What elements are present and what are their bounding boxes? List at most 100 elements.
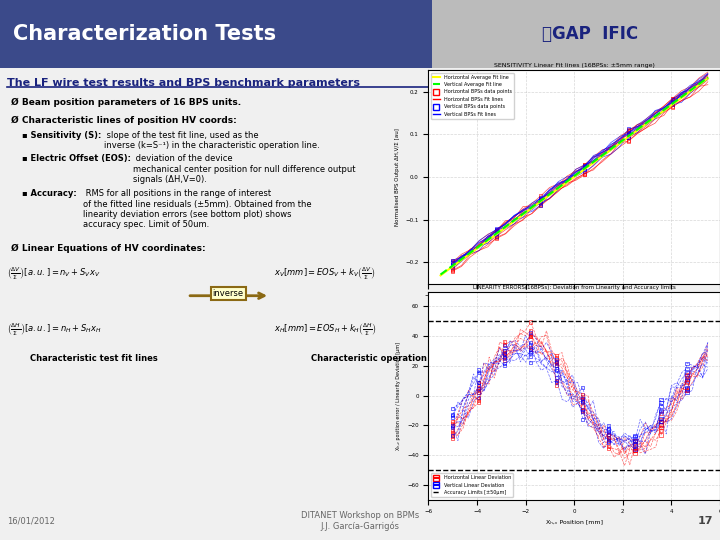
Point xyxy=(629,449,641,457)
Point xyxy=(525,338,536,347)
Point xyxy=(603,436,615,445)
Point xyxy=(667,99,678,108)
Point xyxy=(447,421,459,430)
Point xyxy=(551,377,562,386)
Point xyxy=(629,442,641,450)
Point xyxy=(525,326,536,334)
Point xyxy=(579,163,590,171)
Point xyxy=(473,393,485,401)
Point xyxy=(447,417,459,426)
Point xyxy=(655,414,667,423)
Point xyxy=(535,201,546,210)
Point xyxy=(577,395,589,404)
Point xyxy=(667,97,678,105)
Point xyxy=(579,163,590,171)
Point xyxy=(577,397,589,406)
Point xyxy=(491,226,503,235)
Point xyxy=(579,165,590,173)
Text: Characteristic test fit lines: Characteristic test fit lines xyxy=(30,354,158,363)
Point xyxy=(603,421,615,430)
Point xyxy=(629,437,641,445)
Point xyxy=(499,340,510,349)
Point xyxy=(681,389,693,397)
Point xyxy=(447,264,459,272)
Y-axis label: Normalised BPS Output ΔH,V/Σ [au]: Normalised BPS Output ΔH,V/Σ [au] xyxy=(395,128,400,226)
Text: RMS for all positions in the range of interest
of the fitted line residuals (±5m: RMS for all positions in the range of in… xyxy=(83,189,312,230)
Point xyxy=(473,388,485,396)
Point xyxy=(473,381,485,389)
Point xyxy=(447,419,459,428)
Point xyxy=(579,170,590,179)
Point xyxy=(603,435,615,444)
Point xyxy=(551,353,562,361)
Point xyxy=(447,431,459,440)
Point xyxy=(447,267,459,275)
Point xyxy=(499,338,510,346)
Point xyxy=(535,192,546,200)
Point xyxy=(491,227,503,235)
Point xyxy=(499,359,510,368)
Point xyxy=(603,426,615,434)
Point xyxy=(603,434,615,442)
Point xyxy=(535,198,546,206)
Point xyxy=(577,395,589,403)
Point xyxy=(655,417,667,426)
Point xyxy=(473,366,485,374)
Point xyxy=(535,197,546,205)
Text: deviation of the device
mechanical center position for null difference output
si: deviation of the device mechanical cente… xyxy=(133,154,356,184)
Point xyxy=(603,442,615,450)
Point xyxy=(525,343,536,352)
Point xyxy=(499,350,510,359)
Point xyxy=(499,361,510,370)
Point xyxy=(629,436,641,445)
Point xyxy=(681,378,693,387)
Point xyxy=(577,394,589,403)
Point xyxy=(655,395,667,403)
Point xyxy=(447,428,459,437)
Point xyxy=(681,370,693,379)
Title: SENSITIVITY Linear Fit lines (16BPSs: ±5mm range): SENSITIVITY Linear Fit lines (16BPSs: ±5… xyxy=(494,63,654,69)
Point xyxy=(629,446,641,455)
Point xyxy=(681,376,693,384)
Point xyxy=(603,430,615,439)
Point xyxy=(551,358,562,367)
Point xyxy=(667,94,678,103)
Point xyxy=(579,164,590,172)
Point xyxy=(525,330,536,339)
Point xyxy=(579,169,590,178)
Point xyxy=(447,427,459,435)
Point xyxy=(623,130,634,139)
Point xyxy=(579,163,590,172)
Point xyxy=(629,439,641,448)
Point xyxy=(629,444,641,453)
Point xyxy=(447,258,459,266)
Point xyxy=(525,331,536,340)
Text: Characteristic operation lines: Characteristic operation lines xyxy=(311,354,452,363)
Point xyxy=(603,444,615,453)
Point xyxy=(629,447,641,455)
Point xyxy=(473,383,485,391)
Point xyxy=(655,399,667,407)
Point xyxy=(551,355,562,364)
Point xyxy=(499,353,510,362)
Point xyxy=(577,406,589,414)
Point xyxy=(577,407,589,416)
Point xyxy=(623,129,634,137)
Point xyxy=(491,225,503,234)
Point xyxy=(681,377,693,386)
Point xyxy=(447,262,459,271)
Point xyxy=(629,436,641,445)
Point xyxy=(447,266,459,274)
Point xyxy=(667,95,678,104)
Title: LINEARITY ERRORS(16BPSs): Deviation from Linearity and Accuracy limits: LINEARITY ERRORS(16BPSs): Deviation from… xyxy=(473,285,675,290)
Point xyxy=(473,379,485,387)
Point xyxy=(551,381,562,390)
Point xyxy=(551,359,562,368)
Point xyxy=(629,432,641,441)
Point xyxy=(499,350,510,359)
Point xyxy=(551,376,562,385)
Point xyxy=(667,97,678,105)
Point xyxy=(473,398,485,407)
Point xyxy=(447,258,459,266)
Text: inverse: inverse xyxy=(212,289,244,298)
